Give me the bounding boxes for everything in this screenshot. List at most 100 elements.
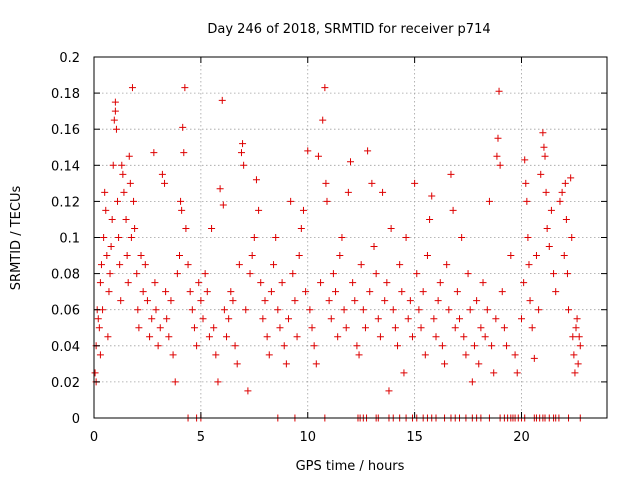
data-point (383, 279, 391, 287)
data-point (107, 243, 115, 251)
data-point (464, 270, 472, 278)
data-point (102, 206, 110, 214)
data-point (466, 306, 474, 314)
data-point (353, 342, 361, 350)
data-point (285, 315, 293, 323)
data-point (518, 315, 525, 323)
data-point (110, 116, 118, 124)
data-point (306, 306, 314, 314)
data-point (479, 279, 487, 287)
data-point (561, 179, 569, 187)
data-point (100, 234, 108, 241)
data-point (542, 188, 550, 196)
data-point (257, 279, 265, 287)
data-point (325, 297, 333, 305)
data-point (244, 387, 252, 395)
data-point (547, 206, 555, 214)
data-point (475, 360, 483, 368)
data-point (203, 288, 211, 296)
axis-ticks (93, 56, 607, 419)
data-point (148, 315, 156, 323)
data-point (419, 288, 427, 296)
data-point (565, 306, 573, 314)
data-point (267, 288, 275, 296)
data-point (413, 270, 421, 278)
data-point (532, 252, 540, 260)
chart-title: Day 246 of 2018, SRMTID for receiver p71… (207, 22, 490, 37)
data-point (540, 143, 548, 151)
data-point (227, 288, 235, 296)
data-point (165, 333, 173, 341)
data-point (526, 297, 534, 305)
data-point (289, 270, 297, 278)
y-tick-label: 0.12 (51, 195, 80, 210)
data-point (495, 87, 503, 95)
data-point (208, 224, 216, 232)
data-point (443, 261, 451, 269)
data-point (94, 315, 102, 323)
data-point (123, 252, 131, 260)
data-point (385, 387, 393, 395)
data-point (116, 261, 124, 269)
data-point (171, 378, 179, 386)
data-point (576, 342, 584, 350)
data-point (229, 297, 237, 305)
data-point (91, 369, 99, 377)
data-point (563, 270, 571, 278)
data-point (417, 324, 425, 332)
data-point (184, 261, 192, 269)
data-point (125, 152, 133, 160)
data-point (423, 252, 431, 260)
x-tick-label: 0 (90, 430, 98, 445)
data-point (570, 351, 578, 359)
data-point (133, 270, 141, 278)
data-point (233, 360, 241, 368)
data-point (368, 179, 376, 187)
data-point (372, 270, 380, 278)
data-point (235, 261, 243, 269)
data-point (568, 234, 576, 241)
data-point (521, 156, 529, 164)
data-point (308, 324, 316, 332)
data-point (265, 351, 273, 359)
data-point (96, 279, 104, 287)
data-point (103, 252, 111, 260)
data-point (421, 351, 429, 359)
y-tick-label: 0.04 (51, 340, 80, 355)
data-point (240, 161, 248, 169)
data-point (169, 351, 177, 359)
data-point (112, 125, 120, 133)
data-point (317, 279, 325, 287)
data-point (344, 188, 352, 196)
data-point (141, 261, 149, 269)
data-point (205, 333, 213, 341)
data-point (357, 261, 365, 269)
data-point (342, 324, 350, 332)
data-point (287, 197, 295, 205)
data-point (299, 206, 307, 214)
data-point (347, 158, 354, 166)
data-point (270, 261, 278, 269)
data-point (334, 333, 342, 341)
data-point (391, 324, 399, 332)
tick-labels: 0 0.02 0.04 0.06 0.08 0.1 0.12 0.14 0.16 0.18 0.2 0… (51, 51, 530, 445)
data-point (259, 315, 267, 323)
data-point (108, 215, 116, 223)
data-point (163, 315, 171, 323)
y-tick-label: 0 (72, 412, 80, 427)
data-point (436, 279, 444, 287)
data-point (104, 333, 112, 341)
data-point (562, 215, 570, 223)
data-point (524, 234, 532, 241)
data-point (312, 360, 320, 368)
data-point (338, 234, 346, 241)
data-point (545, 243, 553, 251)
data-point (291, 297, 299, 305)
data-point (178, 206, 186, 214)
data-point (119, 170, 127, 178)
data-point (210, 324, 218, 332)
data-point (252, 176, 260, 184)
data-point (500, 324, 508, 332)
data-point (503, 342, 511, 350)
